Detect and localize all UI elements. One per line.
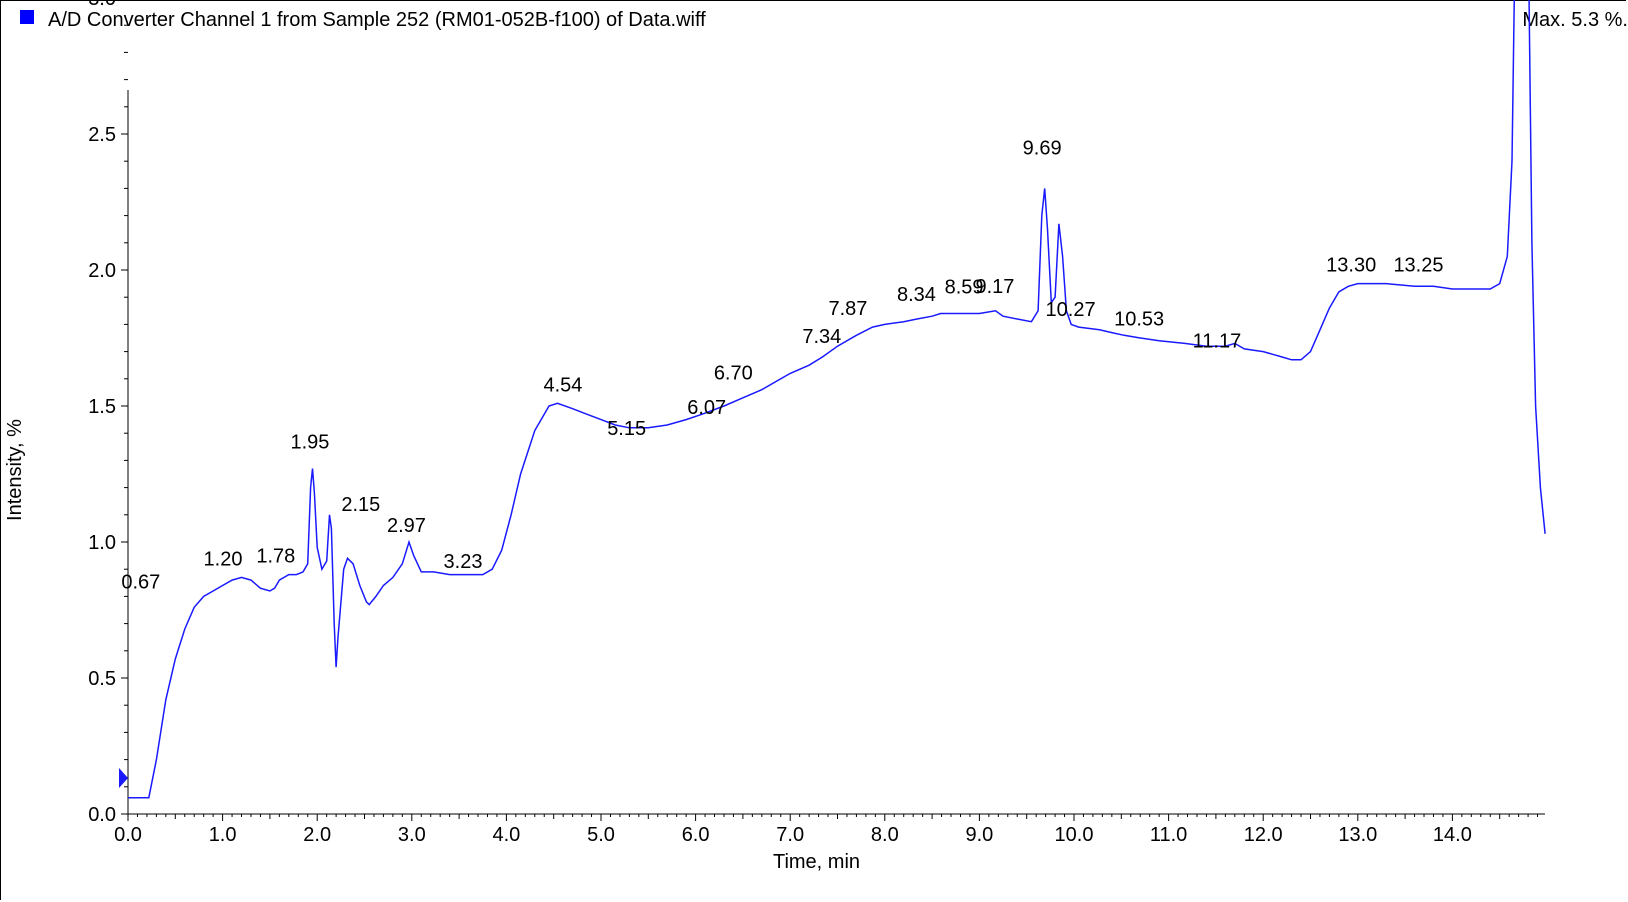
peak-label: 6.07	[687, 397, 726, 419]
x-axis-label: Time, min	[773, 851, 860, 873]
peak-labels: 0.67 1.20 1.78 1.95 2.15 2.97 3.23 4.54 5.15 6.07…	[121, 137, 1443, 593]
max-intensity-label: Max. 5.3 %.	[1522, 9, 1628, 31]
x-tick-label: 10.0	[1055, 824, 1094, 846]
peak-label: 6.70	[714, 363, 753, 385]
x-tick-label: 7.0	[776, 824, 804, 846]
x-tick-label: 14.0	[1433, 824, 1472, 846]
x-tick-label: 11.0	[1150, 824, 1187, 846]
peak-label: 10.27	[1046, 299, 1096, 321]
x-tick-label: 13.0	[1338, 824, 1377, 846]
y-tick-label: 2.0	[88, 260, 116, 282]
peak-label: 11.17	[1193, 330, 1242, 352]
y-tick-label: 2.5	[88, 124, 116, 146]
injection-marker-icon	[119, 768, 128, 788]
x-tick-label: 6.0	[682, 824, 710, 846]
legend-swatch	[20, 10, 34, 24]
peak-label: 2.15	[341, 494, 380, 516]
x-tick-label: 5.0	[587, 824, 615, 846]
peak-label: 13.25	[1393, 255, 1443, 277]
peak-label: 5.15	[607, 418, 646, 440]
chart-title: A/D Converter Channel 1 from Sample 252 …	[48, 9, 706, 31]
peak-label: 7.87	[829, 298, 868, 320]
peak-label: 10.53	[1114, 308, 1164, 330]
peak-label: 9.69	[1023, 137, 1062, 159]
x-tick-label: 4.0	[492, 824, 520, 846]
peak-label: 8.59	[945, 277, 984, 299]
x-tick-label: 2.0	[303, 824, 331, 846]
x-tick-label: 0.0	[114, 824, 142, 846]
axes	[127, 90, 1545, 815]
peak-label: 1.78	[256, 546, 295, 568]
y-tick-label: 0.5	[88, 668, 116, 690]
y-tick-label: 1.5	[88, 396, 116, 418]
x-tick-label: 3.0	[398, 824, 426, 846]
y-tick-label: 0.0	[88, 804, 116, 826]
peak-label: 2.97	[387, 515, 426, 537]
axis-ticks: 0.0 1.0 2.0 3.0 4.0 5.0 6.0 7.0 8.0 9.0 10.0 11.0 12…	[88, 0, 1539, 846]
y-tick-label: 3.0	[88, 0, 116, 10]
chromatogram-trace	[128, 0, 1546, 799]
peak-label: 7.34	[802, 326, 841, 348]
x-tick-label: 9.0	[965, 824, 993, 846]
peak-label: 0.67	[121, 571, 160, 593]
x-tick-label: 8.0	[871, 824, 899, 846]
peak-label: 3.23	[444, 551, 483, 573]
peak-label: 1.95	[290, 432, 329, 454]
x-tick-label: 1.0	[209, 824, 237, 846]
peak-label: 9.17	[975, 276, 1014, 298]
x-tick-label: 12.0	[1244, 824, 1283, 846]
peak-label: 13.30	[1326, 255, 1376, 277]
y-tick-label: 1.0	[88, 532, 116, 554]
peak-label: 4.54	[543, 374, 582, 396]
peak-label: 8.34	[897, 284, 936, 306]
peak-label: 1.20	[204, 548, 243, 570]
